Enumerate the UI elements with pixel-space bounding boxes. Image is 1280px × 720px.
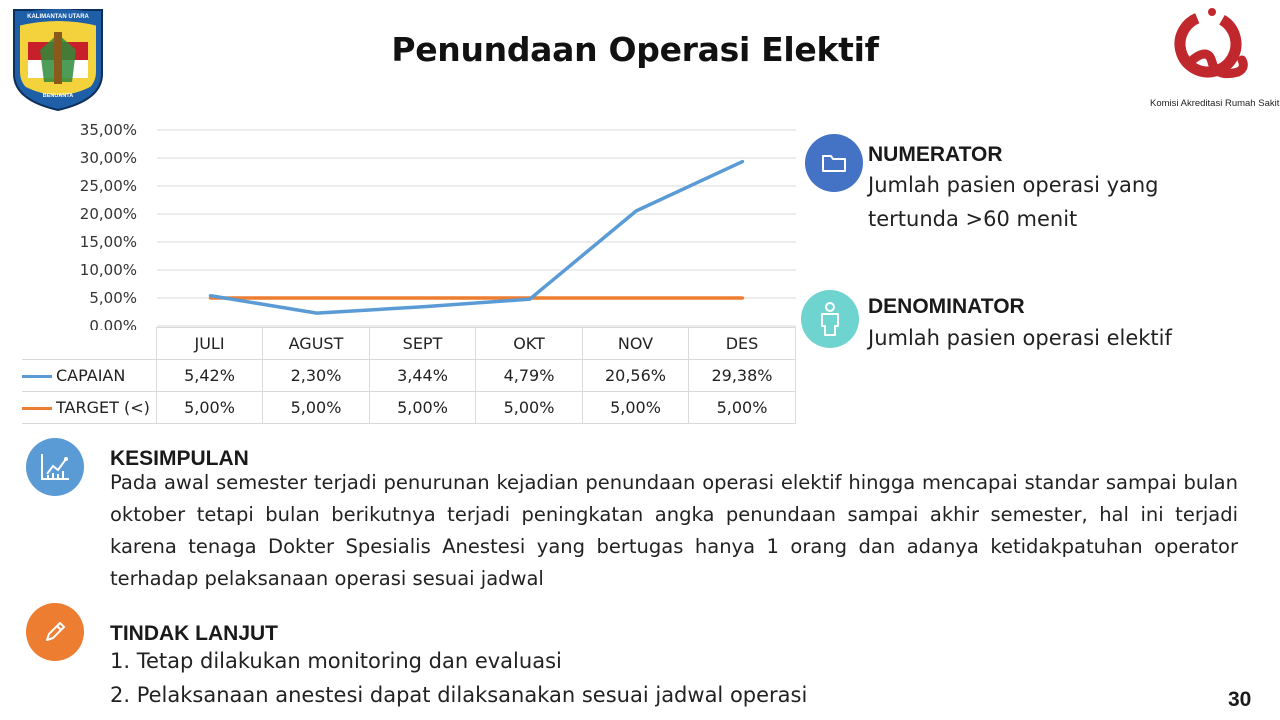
kalimantan-utara-crest-icon xyxy=(13,9,103,112)
crest-banner-bottom: BENUANTA xyxy=(42,93,74,99)
tindak-lanjut-list: 1. Tetap dilakukan monitoring dan evalua… xyxy=(110,644,807,712)
chart-lines xyxy=(208,159,745,315)
y-tick-label: 5,00% xyxy=(89,289,137,307)
kars-caption: Komisi Akreditasi Rumah Sakit xyxy=(1150,98,1280,109)
y-axis-ticks: 0,00% 5,00% 10,00% 15,00% 20,00% 25,00% 30,00%… xyxy=(80,121,137,330)
numerator-heading: NUMERATOR xyxy=(868,143,1003,166)
line-chart: 0,00% 5,00% 10,00% 15,00% 20,00% 25,00% 30,00%… xyxy=(80,121,796,330)
series-name: TARGET (<) xyxy=(56,398,150,417)
category-label: NOV xyxy=(582,327,689,360)
kars-logo: Komisi Akreditasi Rumah Sakit xyxy=(1150,6,1279,109)
data-point xyxy=(741,296,745,300)
numerator-line2: tertunda >60 menit xyxy=(868,207,1078,231)
person-icon xyxy=(821,302,839,336)
list-item: 2. Pelaksanaan anestesi dapat dilaksanak… xyxy=(110,683,808,707)
kesimpulan-heading: KESIMPULAN xyxy=(110,447,249,470)
series-legend-capaian: CAPAIAN xyxy=(22,359,157,392)
kesimpulan-text: Pada awal semester terjadi penurunan kej… xyxy=(110,471,1238,590)
tindak-lanjut-badge xyxy=(26,603,84,661)
category-label: AGUST xyxy=(262,327,370,360)
data-point xyxy=(421,305,425,309)
data-label: 5,00% xyxy=(262,391,370,424)
y-tick-label: 0,00% xyxy=(89,317,137,330)
data-label: 5,42% xyxy=(156,359,263,392)
data-label: 5,00% xyxy=(156,391,263,424)
legend-swatch-target xyxy=(22,407,52,410)
data-label: 29,38% xyxy=(688,359,796,392)
table-corner xyxy=(22,328,157,360)
data-label: 5,00% xyxy=(369,391,476,424)
denominator-line1: Jumlah pasien operasi elektif xyxy=(868,326,1172,350)
y-tick-label: 30,00% xyxy=(80,149,137,167)
list-item: 1. Tetap dilakukan monitoring dan evalua… xyxy=(110,649,562,673)
data-label: 4,79% xyxy=(475,359,583,392)
numerator-line1: Jumlah pasien operasi yang xyxy=(868,173,1159,197)
series-name: CAPAIAN xyxy=(56,366,126,385)
folder-icon xyxy=(822,155,846,172)
page-number: 30 xyxy=(1228,688,1252,711)
table-row: CAPAIAN 5,42% 2,30% 3,44% 4,79% 20,56% 2… xyxy=(22,359,796,392)
denominator-heading: DENOMINATOR xyxy=(868,295,1025,318)
y-tick-label: 25,00% xyxy=(80,177,137,195)
table-header-row: JULI AGUST SEPT OKT NOV DES xyxy=(22,327,796,360)
category-label: SEPT xyxy=(369,327,476,360)
legend-swatch-capaian xyxy=(22,375,52,378)
numerator-badge xyxy=(805,134,863,192)
category-label: JULI xyxy=(156,327,263,360)
data-point xyxy=(315,311,319,315)
data-point xyxy=(208,294,212,298)
data-point xyxy=(315,296,319,300)
series-legend-target: TARGET (<) xyxy=(22,391,157,424)
kalimantan-utara-logo: KALIMANTAN UTARA BENUANTA xyxy=(10,4,106,117)
kars-q-logo-icon xyxy=(1174,8,1248,79)
data-label: 20,56% xyxy=(582,359,689,392)
category-label: DES xyxy=(688,327,796,360)
crest-banner-top: KALIMANTAN UTARA xyxy=(27,14,89,20)
denominator-badge xyxy=(801,290,859,348)
page-title: Penundaan Operasi Elektif xyxy=(391,30,879,69)
chart-growth-icon xyxy=(41,454,69,480)
chart-data-table: JULI AGUST SEPT OKT NOV DES CAPAIAN 5,42… xyxy=(22,327,796,424)
data-point xyxy=(634,209,638,213)
y-tick-label: 10,00% xyxy=(80,261,137,279)
data-label: 2,30% xyxy=(262,359,370,392)
y-tick-label: 15,00% xyxy=(80,233,137,251)
data-point xyxy=(741,159,745,163)
y-tick-label: 20,00% xyxy=(80,205,137,223)
data-label: 5,00% xyxy=(688,391,796,424)
data-point xyxy=(421,296,425,300)
data-point xyxy=(634,296,638,300)
series-line-capaian xyxy=(209,159,744,315)
data-label: 5,00% xyxy=(475,391,583,424)
table-row: TARGET (<) 5,00% 5,00% 5,00% 5,00% 5,00%… xyxy=(22,391,796,424)
kesimpulan-badge xyxy=(26,438,84,496)
data-label: 5,00% xyxy=(582,391,689,424)
category-label: OKT xyxy=(475,327,583,360)
y-tick-label: 35,00% xyxy=(80,121,137,139)
data-point xyxy=(528,297,532,301)
pencil-icon xyxy=(46,622,65,641)
data-label: 3,44% xyxy=(369,359,476,392)
tindak-lanjut-heading: TINDAK LANJUT xyxy=(110,622,278,645)
